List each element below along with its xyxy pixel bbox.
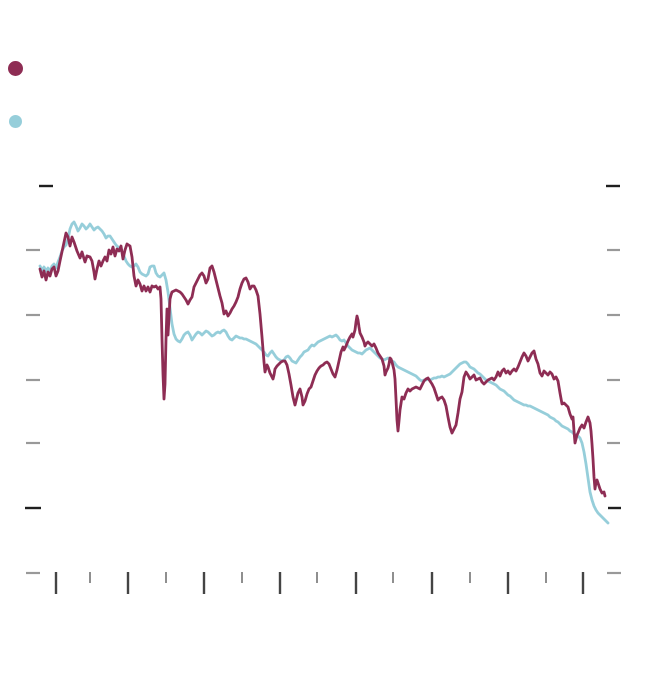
series-2-line — [38, 220, 610, 525]
axis-tick-marks — [25, 184, 621, 594]
series-1-line — [38, 231, 607, 498]
series-lines — [38, 220, 610, 525]
